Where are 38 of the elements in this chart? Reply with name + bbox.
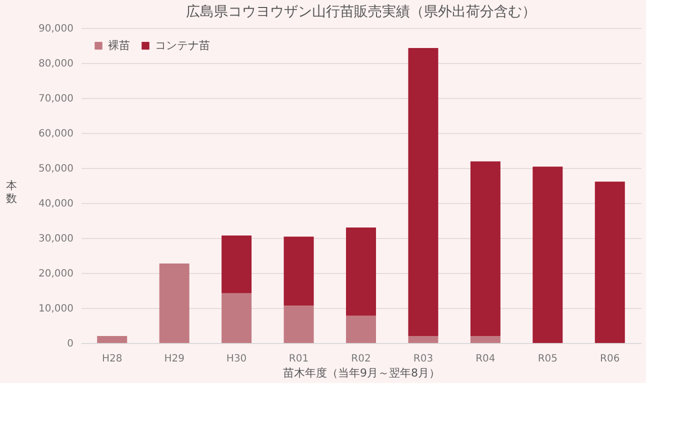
y-tick-label: 90,000 bbox=[38, 24, 74, 34]
bar bbox=[346, 316, 376, 343]
legend-label: コンテナ苗 bbox=[155, 38, 210, 52]
x-tick-label: R05 bbox=[538, 354, 558, 364]
legend-label: 裸苗 bbox=[108, 38, 130, 52]
bar bbox=[222, 236, 252, 294]
y-tick-label: 70,000 bbox=[38, 94, 74, 104]
y-axis-title: 本数 bbox=[6, 179, 18, 205]
bar bbox=[408, 48, 438, 336]
y-tick-label: 10,000 bbox=[38, 304, 74, 314]
bar bbox=[408, 336, 438, 343]
x-tick-label: R06 bbox=[600, 354, 620, 364]
bar bbox=[470, 336, 500, 343]
bar bbox=[159, 264, 190, 343]
bar bbox=[594, 182, 625, 343]
bar bbox=[346, 228, 376, 316]
y-tick-label: 80,000 bbox=[38, 58, 74, 70]
x-tick-label: R03 bbox=[413, 354, 434, 364]
y-tick-label: 50,000 bbox=[38, 164, 74, 174]
bar bbox=[284, 306, 314, 343]
y-tick-label: 20,000 bbox=[38, 268, 74, 280]
y-tick-label: 40,000 bbox=[38, 198, 74, 210]
x-tick-label: R02 bbox=[351, 354, 371, 364]
bar bbox=[470, 161, 500, 336]
bar bbox=[222, 293, 252, 343]
chart-title: 広島県コウヨウザン山行苗販売実績（県外出荷分含む） bbox=[186, 4, 536, 20]
bar bbox=[97, 336, 128, 343]
x-tick-label: H30 bbox=[226, 354, 247, 364]
y-tick-label: 30,000 bbox=[38, 234, 74, 244]
x-tick-label: R04 bbox=[476, 354, 496, 364]
x-tick-label: H29 bbox=[164, 354, 184, 364]
x-tick-label: R01 bbox=[288, 354, 309, 364]
bar bbox=[532, 166, 563, 343]
y-tick-label: 0 bbox=[67, 338, 74, 350]
x-axis-title: 苗木年度（当年9月～翌年8月） bbox=[283, 366, 440, 380]
x-tick-label: H28 bbox=[102, 354, 122, 364]
bar bbox=[284, 236, 314, 306]
y-tick-label: 60,000 bbox=[38, 128, 74, 140]
